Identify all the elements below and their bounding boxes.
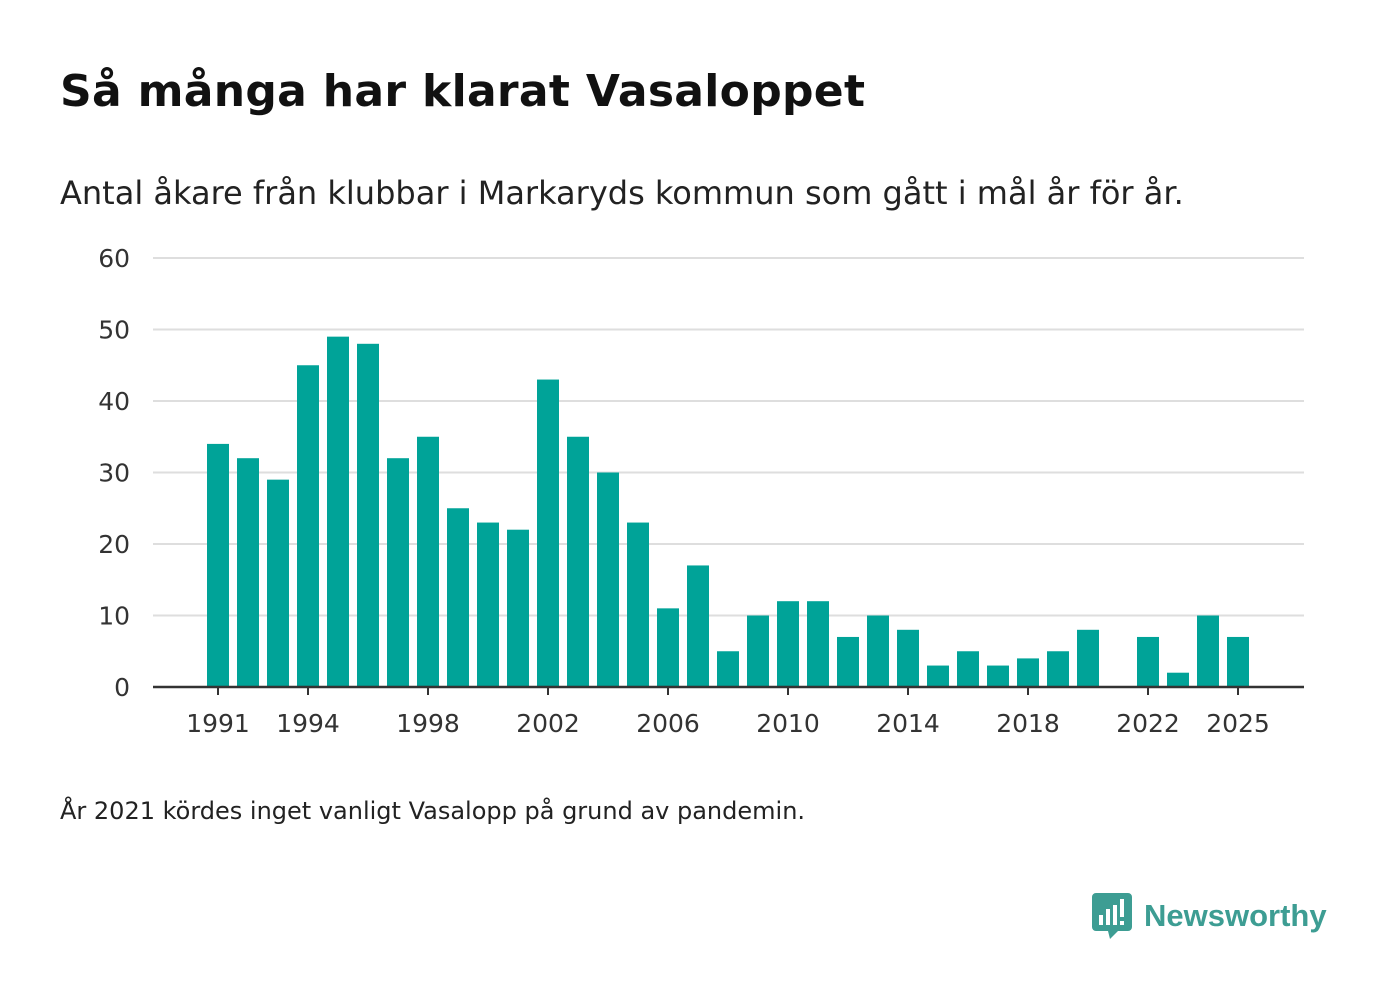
- x-axis-ticks: 1991 1994 1998 2002 2006 2010 2014 2018 2022 2025: [186, 687, 1270, 738]
- bar-chart: 0 10 20 30 40 50 60 1991 1994 1998 2002 2006 2010 20…: [98, 244, 1304, 738]
- chart-title: Så många har klarat Vasaloppet: [60, 66, 866, 117]
- bar-2009: [747, 615, 769, 687]
- bar-2022: [1137, 636, 1159, 687]
- bar-2016: [957, 651, 979, 687]
- bar-2020: [1077, 629, 1099, 687]
- bar-1991: [207, 443, 229, 687]
- x-tick-label: 1994: [276, 709, 340, 738]
- bar-1995: [327, 336, 349, 687]
- y-tick-label: 0: [114, 673, 130, 702]
- bar-2017: [987, 665, 1009, 687]
- x-tick-label: 2002: [516, 709, 580, 738]
- y-tick-label: 60: [98, 244, 130, 273]
- bar-2000: [477, 522, 499, 687]
- y-tick-label: 10: [98, 602, 130, 631]
- bar-2005: [627, 522, 649, 687]
- bar-1992: [237, 458, 259, 687]
- bar-2004: [597, 472, 619, 687]
- brand-name: Newsworthy: [1144, 898, 1327, 933]
- bar-2024: [1197, 615, 1219, 687]
- bar-2011: [807, 601, 829, 687]
- bar-2014: [897, 629, 919, 687]
- bars: [207, 336, 1249, 687]
- brand: Newsworthy: [1090, 888, 1327, 944]
- bar-2001: [507, 529, 529, 687]
- bar-1994: [297, 365, 319, 687]
- bar-2023: [1167, 672, 1189, 687]
- y-tick-label: 50: [98, 316, 130, 345]
- chart-subtitle: Antal åkare från klubbar i Markaryds kom…: [60, 174, 1184, 212]
- y-axis-ticks: 0 10 20 30 40 50 60: [98, 244, 130, 702]
- footnote: År 2021 kördes inget vanligt Vasalopp på…: [60, 797, 806, 825]
- bar-1996: [357, 343, 379, 687]
- x-tick-label: 2025: [1206, 709, 1270, 738]
- bar-2008: [717, 651, 739, 687]
- bar-1998: [417, 436, 439, 687]
- bar-2025: [1227, 636, 1249, 687]
- bar-1997: [387, 458, 409, 687]
- x-tick-label: 2018: [996, 709, 1060, 738]
- bar-1999: [447, 508, 469, 687]
- y-tick-label: 30: [98, 459, 130, 488]
- gridlines: [153, 257, 1304, 617]
- bar-2013: [867, 615, 889, 687]
- bar-2010: [777, 601, 799, 687]
- bar-2007: [687, 565, 709, 687]
- y-tick-label: 20: [98, 530, 130, 559]
- y-tick-label: 40: [98, 387, 130, 416]
- bar-1993: [267, 479, 289, 687]
- newsworthy-logo-icon: [1092, 893, 1132, 939]
- x-tick-label: 2022: [1116, 709, 1180, 738]
- bar-2018: [1017, 658, 1039, 687]
- x-tick-label: 2014: [876, 709, 940, 738]
- bar-2002: [537, 379, 559, 687]
- bar-2003: [567, 436, 589, 687]
- bar-2019: [1047, 651, 1069, 687]
- bar-2015: [927, 665, 949, 687]
- x-tick-label: 2010: [756, 709, 820, 738]
- x-tick-label: 2006: [636, 709, 700, 738]
- x-tick-label: 1998: [396, 709, 460, 738]
- bar-2012: [837, 636, 859, 687]
- bar-2006: [657, 608, 679, 687]
- x-tick-label: 1991: [186, 709, 250, 738]
